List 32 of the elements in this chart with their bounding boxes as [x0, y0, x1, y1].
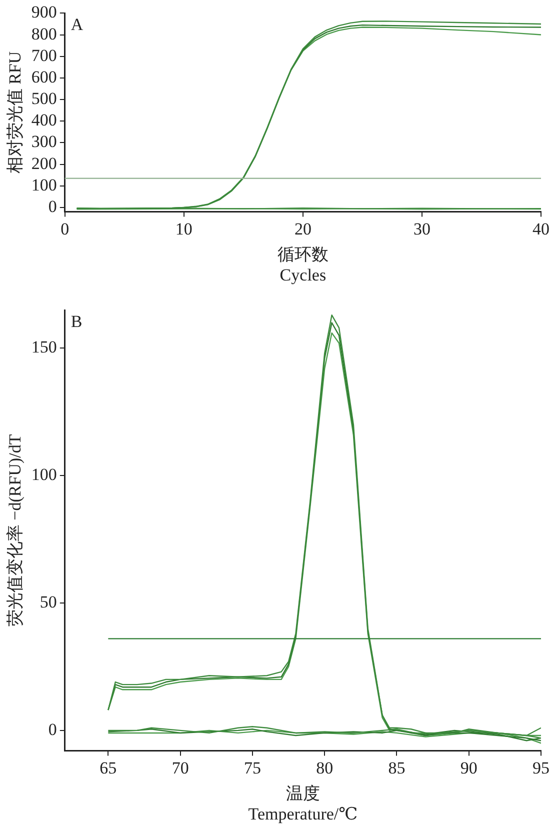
- annotation: B: [70, 312, 82, 331]
- x-tick-label: 70: [172, 758, 189, 778]
- x-tick-label: 65: [100, 758, 117, 778]
- x-axis-title: 温度 Temperature/℃: [248, 784, 358, 824]
- y-tick-label: 0: [48, 720, 57, 739]
- x-axis-title: 循环数 Cycles: [277, 244, 328, 284]
- y-tick-label: 0: [48, 196, 57, 216]
- x-tick-label: 20: [294, 219, 312, 238]
- y-tick-label: 900: [31, 2, 57, 22]
- y-tick-label: 100: [31, 465, 57, 484]
- y-tick-label: 600: [31, 67, 57, 86]
- y-axis-title: 荧光值变化率 −d(RFU)/dT: [6, 434, 25, 627]
- annotation: A: [70, 15, 84, 34]
- x-tick-label: 95: [532, 758, 550, 778]
- x-tick-label: 0: [60, 219, 70, 238]
- x-tick-label: 10: [175, 219, 192, 238]
- y-tick-label: 700: [31, 46, 57, 65]
- x-tick-label: 80: [316, 758, 334, 778]
- y-tick-label: 400: [31, 110, 57, 130]
- x-tick-label: 75: [244, 758, 261, 778]
- y-axis-title: 相对荧光值 RFU: [6, 51, 25, 174]
- y-tick-label: 50: [40, 592, 57, 612]
- y-tick-label: 150: [31, 338, 57, 357]
- y-tick-label: 200: [31, 154, 57, 173]
- x-tick-label: 30: [413, 219, 430, 238]
- x-tick-label: 40: [532, 219, 550, 238]
- y-tick-label: 800: [31, 24, 57, 44]
- y-tick-label: 300: [31, 132, 57, 152]
- y-tick-label: 100: [31, 175, 57, 194]
- y-tick-label: 500: [31, 89, 57, 108]
- x-tick-label: 85: [388, 758, 406, 778]
- x-tick-label: 90: [460, 758, 478, 778]
